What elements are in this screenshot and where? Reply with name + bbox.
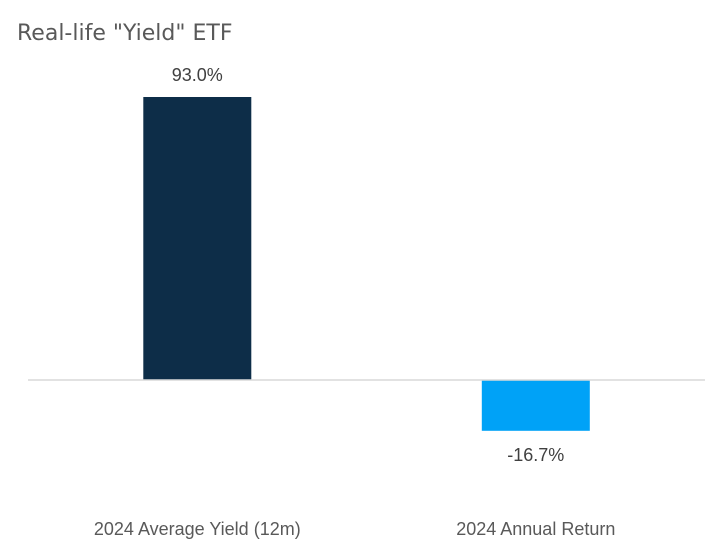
data-labels-group: 93.0% -16.7% bbox=[172, 65, 565, 465]
data-label-2: -16.7% bbox=[507, 445, 564, 465]
category-labels-group: 2024 Average Yield (12m) 2024 Annual Retu… bbox=[94, 519, 615, 539]
category-label-1: 2024 Average Yield (12m) bbox=[94, 519, 301, 539]
bars-group bbox=[143, 97, 590, 431]
bar-2 bbox=[481, 380, 590, 431]
data-label-1: 93.0% bbox=[172, 65, 223, 85]
chart-title: Real-life "Yield" ETF bbox=[17, 21, 232, 46]
bar-1 bbox=[143, 97, 252, 380]
category-label-2: 2024 Annual Return bbox=[456, 519, 615, 539]
